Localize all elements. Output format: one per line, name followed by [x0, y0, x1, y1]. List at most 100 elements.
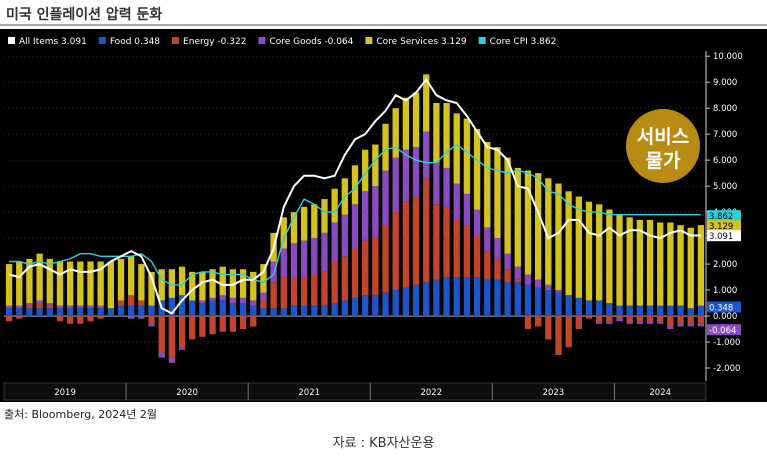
bar-core_goods-44: [453, 183, 460, 220]
bar-energy-47: [484, 251, 491, 280]
y-tick-label-1: -1.000: [713, 338, 740, 348]
bar-food-39: [402, 287, 410, 317]
bar-core_goods-52: [534, 279, 542, 288]
bar-energy-14: [148, 316, 155, 324]
y-tick-label-2: 0.000: [713, 312, 737, 322]
bar-energy-6: [66, 316, 74, 324]
bar-food-17: [178, 295, 186, 317]
bar-energy-43: [443, 206, 450, 278]
bar-energy-28: [290, 277, 298, 306]
bar-energy-25: [260, 300, 267, 309]
bar-core_services-40: [412, 92, 420, 148]
bar-energy-1: [16, 316, 23, 319]
bar-energy-61: [626, 316, 633, 322]
bar-food-10: [107, 308, 114, 317]
end-label-3: 0.348: [709, 303, 733, 313]
bar-food-64: [657, 305, 664, 317]
bar-food-54: [555, 292, 562, 317]
y-tick-label-11: 9.000: [713, 78, 737, 88]
bar-core_services-1: [16, 261, 23, 306]
bar-food-52: [534, 287, 542, 317]
bar-food-56: [575, 297, 582, 317]
legend-swatch-5: [478, 37, 486, 44]
y-tick-label-3: 1.000: [713, 286, 737, 296]
bar-core_services-44: [453, 113, 460, 184]
bar-energy-51: [524, 316, 532, 330]
bar-core_goods-17: [178, 347, 186, 350]
legend-swatch-4: [365, 37, 373, 44]
chart-legend: All Items 3.091 Food 0.348 Energy -0.322 Co…: [8, 37, 556, 47]
bar-food-31: [321, 305, 328, 317]
bar-core_services-59: [606, 209, 613, 304]
bar-energy-41: [423, 178, 430, 283]
bar-core_services-39: [402, 97, 410, 150]
bar-core_services-38: [392, 108, 399, 158]
bar-core_services-20: [209, 269, 216, 298]
bar-core_services-63: [646, 219, 654, 306]
bar-core_services-21: [219, 266, 226, 296]
bar-core_services-61: [626, 217, 633, 306]
bar-core_goods-39: [402, 149, 410, 202]
y-tick-label-0: -2.000: [713, 364, 740, 374]
end-label-0: 3.862: [709, 212, 733, 222]
end-label-1: 3.129: [709, 222, 733, 232]
chart-lines: [8, 77, 701, 315]
y-tick-label-12: 10.000: [713, 52, 743, 62]
bar-core_goods-54: [555, 290, 562, 293]
legend-swatch-2: [172, 37, 180, 44]
bar-food-65: [667, 305, 674, 317]
bar-core_services-56: [575, 196, 582, 298]
bar-core_services-25: [260, 264, 267, 293]
bar-food-12: [128, 305, 135, 317]
bar-core_goods-47: [484, 227, 491, 252]
bar-energy-3: [36, 303, 43, 309]
bar-food-30: [311, 305, 318, 317]
legend-label-4: Core Services 3.129: [376, 37, 467, 47]
bar-food-45: [463, 277, 471, 317]
bar-food-4: [46, 308, 53, 317]
bar-core_services-29: [300, 206, 308, 241]
bar-energy-13: [138, 300, 145, 306]
bar-energy-35: [362, 240, 369, 296]
bar-food-36: [372, 295, 379, 317]
bar-core_services-35: [362, 149, 369, 192]
bar-energy-34: [351, 248, 359, 298]
bar-food-9: [97, 308, 104, 317]
bar-energy-53: [545, 316, 552, 340]
bar-core_services-4: [46, 258, 53, 304]
bar-core_services-53: [545, 178, 552, 285]
bar-core_goods-42: [433, 162, 440, 205]
y-tick-label-8: 6.000: [713, 156, 737, 166]
bar-core_services-8: [87, 261, 94, 306]
bar-core_services-12: [128, 256, 135, 296]
bar-food-8: [87, 308, 94, 317]
bar-energy-42: [433, 204, 440, 280]
bar-energy-44: [453, 219, 460, 278]
bar-core_goods-15: [158, 352, 165, 358]
bar-energy-19: [199, 316, 206, 337]
chart-panel: All Items 3.091 Food 0.348 Energy -0.322 Co…: [0, 29, 767, 402]
bar-core_services-47: [484, 141, 491, 228]
bar-food-33: [341, 300, 348, 317]
bar-food-57: [585, 300, 593, 317]
bar-core_services-62: [636, 219, 644, 306]
bar-food-49: [504, 282, 511, 317]
y-tick-label-4: 2.000: [713, 260, 737, 270]
bar-food-40: [412, 284, 420, 317]
bar-core_goods-26: [270, 261, 277, 283]
bar-energy-11: [117, 300, 125, 306]
bar-core_services-18: [189, 271, 196, 301]
bar-food-66: [677, 305, 684, 317]
bar-core_services-27: [280, 217, 287, 249]
page-title: 미국 인플레이션 압력 둔화: [6, 7, 163, 23]
bar-core_services-15: [158, 269, 165, 301]
bar-core_goods-21: [219, 295, 226, 301]
bar-core_goods-5: [56, 305, 64, 309]
bar-energy-45: [463, 225, 471, 278]
bar-core_goods-9: [97, 305, 104, 309]
bar-core_services-14: [148, 271, 155, 306]
end-label-box-1: [707, 220, 741, 232]
bar-core_services-50: [514, 167, 521, 267]
bar-core_goods-41: [423, 131, 430, 179]
bar-core_services-58: [596, 204, 603, 301]
